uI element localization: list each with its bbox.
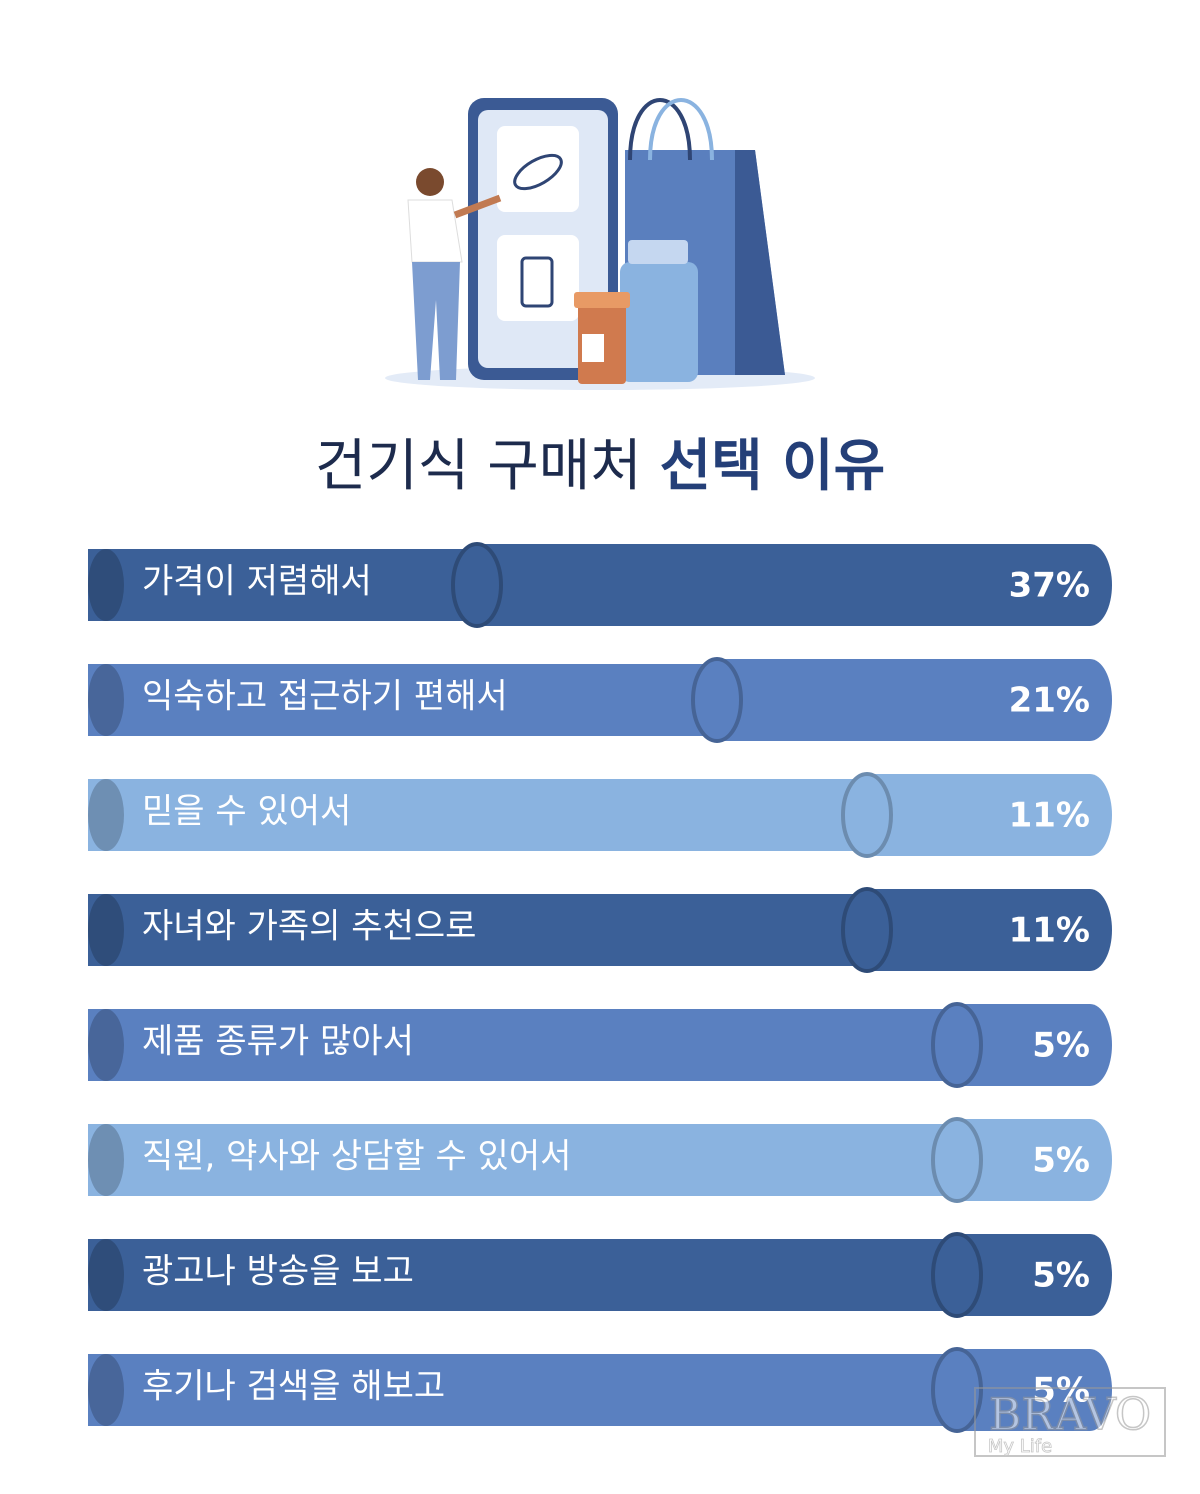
title-main: 건기식 구매처 xyxy=(315,434,642,499)
bar xyxy=(957,1119,1112,1201)
value-label: 11% xyxy=(1009,796,1090,836)
bar-edge xyxy=(451,542,503,628)
category-label: 가격이 저렴해서 xyxy=(142,562,372,602)
bar-rows: 가격이 저렴해서 37% 익숙하고 접근하기 편해서 21% 믿을 수 있어서 11% 자녀… xyxy=(88,542,1112,1433)
bar-track xyxy=(88,1239,1072,1311)
bar-cap xyxy=(88,549,124,621)
bar xyxy=(957,1004,1112,1086)
value-label: 37% xyxy=(1009,566,1090,606)
value-label: 5% xyxy=(1032,1371,1090,1411)
bar-edge xyxy=(931,1232,983,1318)
bar-cap xyxy=(88,1239,124,1311)
watermark-tagline: My Life xyxy=(988,1436,1052,1457)
bar xyxy=(867,774,1112,856)
bar-track xyxy=(88,1124,1072,1196)
bar xyxy=(867,889,1112,971)
bar-edge xyxy=(931,1002,983,1088)
value-label: 5% xyxy=(1032,1141,1090,1181)
bar-cap xyxy=(88,1124,124,1196)
bar-track xyxy=(88,1354,1072,1426)
bar-cap xyxy=(88,1354,124,1426)
bar xyxy=(477,544,1112,626)
category-label: 직원, 약사와 상담할 수 있어서 xyxy=(142,1137,571,1177)
illustration xyxy=(385,98,815,390)
bar-edge xyxy=(841,887,893,973)
bar-cap xyxy=(88,894,124,966)
category-label: 자녀와 가족의 추천으로 xyxy=(142,907,476,947)
bar-edge xyxy=(691,657,743,743)
bar-edge xyxy=(931,1117,983,1203)
category-label: 익숙하고 접근하기 편해서 xyxy=(142,677,508,717)
bar xyxy=(957,1234,1112,1316)
bar xyxy=(717,659,1112,741)
value-label: 5% xyxy=(1032,1256,1090,1296)
title-emphasis: 선택 이유 xyxy=(660,434,886,499)
value-label: 11% xyxy=(1009,911,1090,951)
value-label: 21% xyxy=(1009,681,1090,721)
bar-track xyxy=(88,1009,1072,1081)
category-label: 광고나 방송을 보고 xyxy=(142,1252,414,1292)
watermark-brand: BRAVO xyxy=(989,1390,1151,1441)
watermark: BRAVO My Life xyxy=(974,1387,1166,1457)
category-label: 믿을 수 있어서 xyxy=(142,792,351,832)
category-label: 제품 종류가 많아서 xyxy=(142,1022,414,1062)
bar xyxy=(957,1349,1112,1431)
bar-cap xyxy=(88,664,124,736)
value-label: 5% xyxy=(1032,1026,1090,1066)
bar-edge xyxy=(931,1347,983,1433)
category-label: 후기나 검색을 해보고 xyxy=(142,1367,445,1407)
bar-cap xyxy=(88,779,124,851)
bar-edge xyxy=(841,772,893,858)
chart-title: 건기식 구매처 선택 이유 xyxy=(315,434,885,499)
bar-cap xyxy=(88,1009,124,1081)
